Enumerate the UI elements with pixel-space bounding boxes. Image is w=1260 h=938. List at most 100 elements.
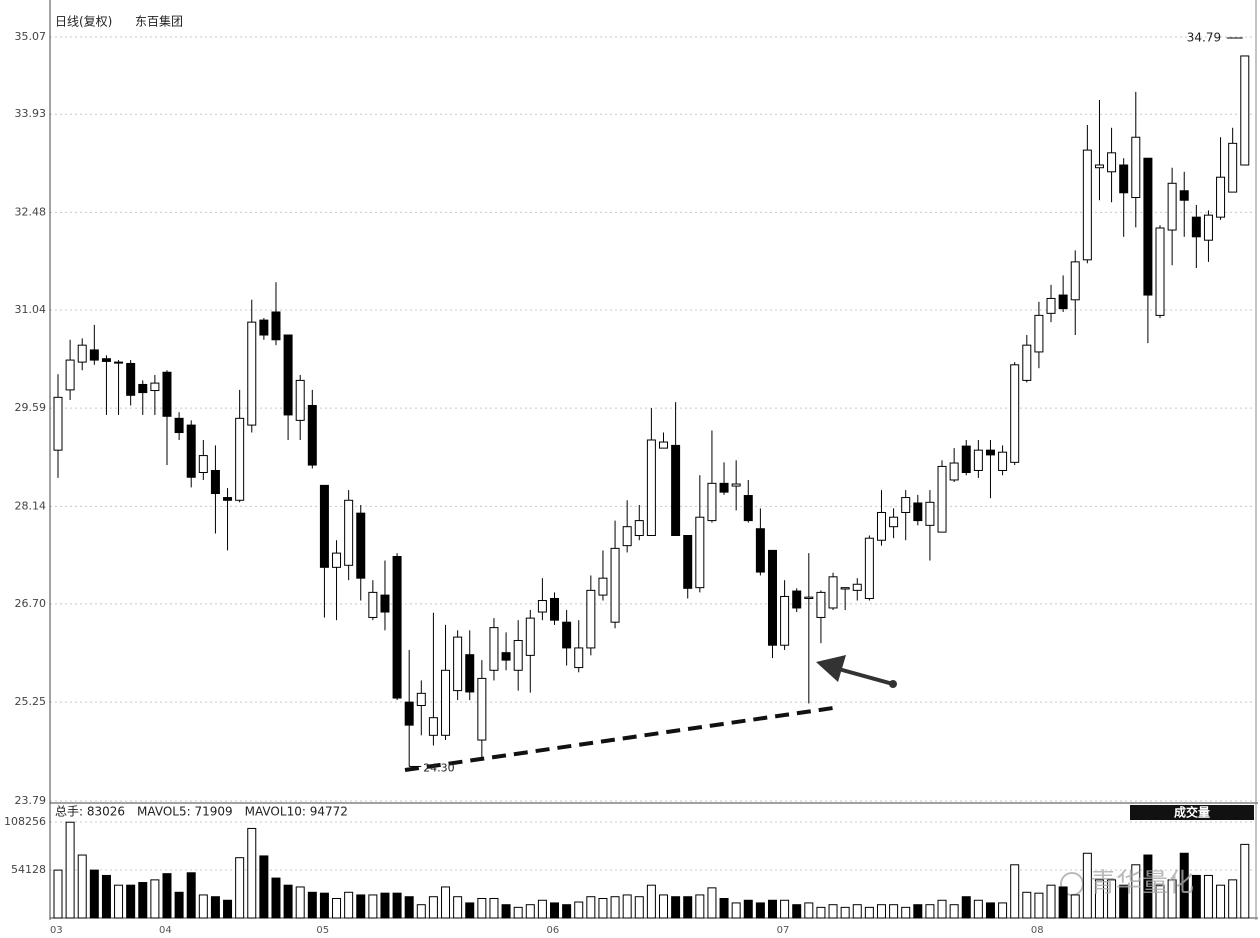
volume-legend: MAVOL5: 71909 — [137, 805, 233, 819]
volume-bar — [126, 884, 136, 919]
candle-body — [162, 371, 172, 417]
volume-bar — [816, 906, 826, 919]
candle-body — [998, 451, 1008, 471]
candle-body — [1240, 55, 1250, 166]
volume-bar — [259, 855, 269, 919]
volume-tick-label: 54128 — [11, 863, 46, 876]
volume-bar — [646, 884, 656, 919]
candle-body — [404, 701, 414, 726]
candle-body — [489, 627, 499, 671]
volume-bar — [89, 869, 99, 919]
volume-bar — [101, 874, 111, 919]
candle-body — [428, 717, 438, 736]
candle-body — [223, 497, 233, 501]
volume-bar — [598, 897, 608, 919]
volume-bar — [537, 899, 547, 919]
volume-bar — [683, 896, 693, 919]
volume-bar — [368, 894, 378, 919]
volume-bar — [1216, 884, 1226, 919]
candle-body — [368, 591, 378, 618]
candle-body — [53, 396, 63, 451]
volume-bar — [441, 886, 451, 919]
volume-bar — [586, 896, 596, 919]
candle-body — [1070, 261, 1080, 301]
volume-bar — [707, 887, 717, 919]
candle-body — [901, 497, 911, 513]
volume-bar — [1058, 886, 1068, 919]
candle-body — [1216, 176, 1226, 218]
candle-body — [949, 462, 959, 481]
candle-body — [864, 537, 874, 599]
candle-body — [1046, 297, 1056, 314]
low-annotation: 24.30 — [423, 761, 455, 774]
volume-bar — [731, 902, 741, 919]
volume-bar — [889, 904, 899, 919]
x-tick-label: 08 — [1031, 925, 1044, 936]
candle-body — [356, 512, 366, 579]
candle-body — [622, 526, 632, 547]
candle-body — [1143, 157, 1153, 296]
volume-bar — [489, 897, 499, 919]
volume-bar — [1228, 879, 1238, 919]
volume-bar — [937, 899, 947, 919]
volume-bar — [1034, 892, 1044, 919]
volume-bar — [1203, 874, 1213, 919]
volume-bar — [1179, 852, 1189, 919]
volume-bar — [138, 882, 148, 919]
candle-body — [65, 359, 75, 391]
volume-bar — [247, 827, 257, 919]
candle-body — [574, 647, 584, 669]
volume-bar — [925, 904, 935, 919]
volume-bar — [283, 884, 293, 919]
volume-bar — [804, 902, 814, 919]
candle-body — [792, 590, 802, 609]
candle-body — [126, 362, 136, 396]
volume-bar — [1131, 864, 1141, 919]
candle-body — [913, 502, 923, 522]
volume-bar — [1046, 884, 1056, 919]
volume-bar — [416, 904, 426, 919]
volume-bar — [477, 897, 487, 919]
candle-body — [937, 465, 947, 533]
volume-bar — [1070, 894, 1080, 919]
candle-body — [828, 576, 838, 609]
candle-body — [465, 654, 475, 693]
volume-bar — [1094, 879, 1104, 919]
volume-tick-label: 108256 — [4, 815, 46, 828]
volume-bar — [961, 896, 971, 919]
candle-body — [1131, 136, 1141, 199]
candle-body — [186, 424, 196, 478]
y-tick-label: 23.79 — [15, 794, 47, 807]
x-tick-label: 03 — [50, 925, 63, 936]
candle-body — [755, 528, 765, 573]
candle-body — [1119, 164, 1129, 194]
candle-body — [1022, 344, 1032, 381]
candle-body — [150, 382, 160, 392]
candle-body — [985, 449, 995, 456]
volume-bar — [719, 897, 729, 919]
candle-body — [1094, 164, 1104, 169]
volume-button-bg[interactable] — [1130, 805, 1254, 820]
volume-bar — [1143, 854, 1153, 919]
x-tick-label: 07 — [777, 925, 790, 936]
candle-body — [852, 583, 862, 591]
candle-body — [198, 455, 208, 474]
candle-body — [453, 636, 463, 692]
volume-bar — [1022, 891, 1032, 919]
volume-bar — [174, 891, 184, 919]
candle-body — [550, 597, 560, 621]
volume-bar — [913, 904, 923, 919]
candle-body — [101, 358, 111, 362]
volume-button[interactable]: 成交量 — [1174, 805, 1210, 820]
candle-body — [1167, 182, 1177, 231]
candle-body — [562, 621, 572, 649]
chart-subtitle: 东百集团 — [135, 14, 183, 29]
volume-bar — [501, 904, 511, 919]
candle-body — [634, 520, 644, 536]
candle-body — [319, 484, 329, 568]
x-tick-label: 04 — [159, 925, 172, 936]
candle-body — [973, 449, 983, 471]
volume-bar — [1240, 843, 1250, 919]
high-annotation: 34.79 — [1187, 30, 1221, 44]
candle-body — [525, 617, 535, 656]
